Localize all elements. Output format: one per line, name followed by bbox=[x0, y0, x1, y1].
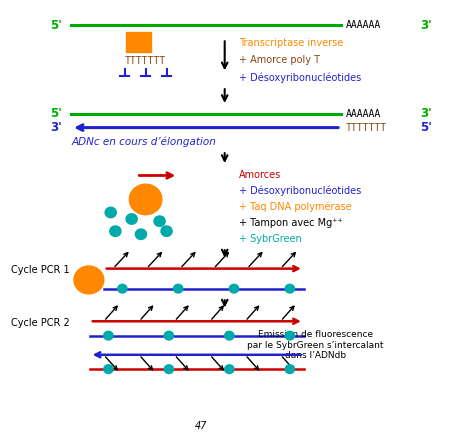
FancyBboxPatch shape bbox=[126, 32, 151, 52]
Circle shape bbox=[135, 229, 146, 240]
Text: + SybrGreen: + SybrGreen bbox=[239, 234, 301, 244]
Circle shape bbox=[225, 331, 234, 340]
Text: 3': 3' bbox=[420, 19, 432, 32]
Text: TTTTTTT: TTTTTTT bbox=[346, 123, 387, 133]
Circle shape bbox=[74, 266, 104, 294]
Circle shape bbox=[104, 365, 113, 374]
Text: Cycle PCR 1: Cycle PCR 1 bbox=[11, 265, 69, 275]
Circle shape bbox=[164, 331, 174, 340]
Text: + Taq DNA polymérase: + Taq DNA polymérase bbox=[239, 201, 351, 212]
Text: 47: 47 bbox=[195, 421, 208, 431]
Circle shape bbox=[161, 226, 172, 237]
Text: ADNc en cours d’élongation: ADNc en cours d’élongation bbox=[71, 136, 216, 147]
Text: 5': 5' bbox=[420, 121, 432, 134]
Text: AAAAAA: AAAAAA bbox=[346, 109, 381, 119]
Text: + Désoxyribonucléotides: + Désoxyribonucléotides bbox=[239, 72, 361, 83]
Circle shape bbox=[229, 284, 239, 293]
Circle shape bbox=[154, 216, 165, 226]
Circle shape bbox=[285, 331, 294, 340]
Text: + Tampon avec Mg⁺⁺: + Tampon avec Mg⁺⁺ bbox=[239, 218, 343, 228]
Text: Transcriptase inverse: Transcriptase inverse bbox=[239, 38, 343, 48]
Text: 5': 5' bbox=[50, 19, 62, 32]
Circle shape bbox=[164, 365, 174, 374]
Text: 3': 3' bbox=[420, 107, 432, 120]
Text: AAAAAA: AAAAAA bbox=[346, 20, 381, 30]
Text: Cycle PCR 2: Cycle PCR 2 bbox=[11, 318, 69, 328]
Circle shape bbox=[110, 226, 121, 237]
Text: TTTTTTT: TTTTTTT bbox=[125, 57, 166, 67]
Circle shape bbox=[285, 365, 294, 374]
Circle shape bbox=[129, 184, 162, 215]
Text: Emission de fluorescence
par le SybrGreen s’intercalant
dans l’ADNdb: Emission de fluorescence par le SybrGree… bbox=[247, 330, 384, 360]
Text: Amorces: Amorces bbox=[239, 170, 281, 180]
Circle shape bbox=[174, 284, 183, 293]
Circle shape bbox=[285, 284, 294, 293]
Text: + Amorce poly T: + Amorce poly T bbox=[239, 55, 320, 65]
Text: 3': 3' bbox=[50, 121, 62, 134]
Circle shape bbox=[104, 331, 113, 340]
Circle shape bbox=[117, 284, 127, 293]
Circle shape bbox=[126, 214, 137, 224]
Text: 5': 5' bbox=[50, 107, 62, 120]
Circle shape bbox=[225, 365, 234, 374]
Text: + Désoxyribonucléotides: + Désoxyribonucléotides bbox=[239, 185, 361, 196]
Circle shape bbox=[105, 207, 117, 218]
